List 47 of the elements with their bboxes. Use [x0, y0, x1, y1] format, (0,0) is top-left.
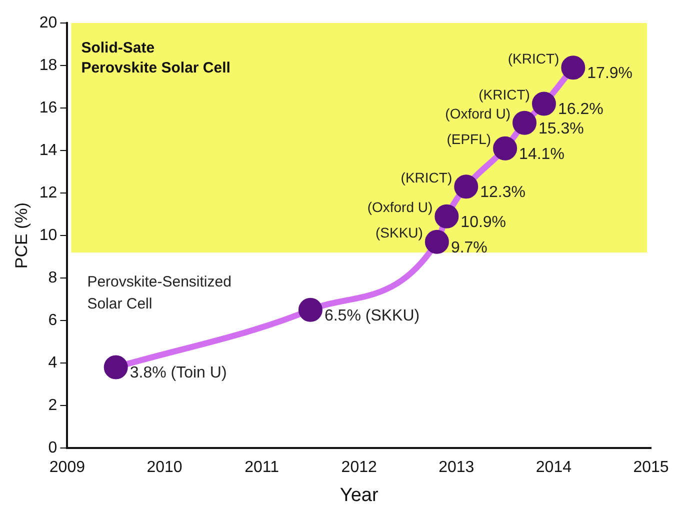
y-tick-label: 0 [48, 439, 58, 456]
y-tick-label: 16 [39, 99, 58, 116]
y-tick-label: 10 [39, 226, 58, 244]
y-tick-label: 14 [39, 142, 58, 159]
point [454, 174, 478, 199]
x-tick-label: 2014 [536, 459, 572, 476]
data-label: 3.8% (Toin U) [130, 364, 227, 382]
x-tick-label: 2011 [244, 459, 280, 476]
data-label: 14.1% [519, 146, 564, 163]
band-label: Solid-Sate Perovskite Solar Cell [81, 40, 230, 77]
data-label: 17.9% [587, 65, 633, 82]
y-tick-label: 20 [39, 14, 58, 32]
data-label: 12.3% [480, 184, 526, 202]
annotation: (Oxford U) [367, 199, 433, 216]
annotation: (EPFL) [446, 131, 492, 148]
annotation: (SKKU) [375, 224, 423, 241]
x-tick-label: 2009 [49, 459, 86, 476]
data-label: 15.3% [538, 120, 584, 138]
x-tick-label: 2010 [146, 459, 182, 476]
point [512, 110, 537, 135]
point [424, 230, 449, 254]
x-axis-title: Year [340, 484, 379, 506]
y-tick-label: 18 [39, 56, 58, 74]
x-tick-label: 2015 [633, 459, 669, 476]
y-tick-label: 8 [48, 269, 58, 286]
data-label: 16.2% [558, 101, 604, 118]
x-tick-label: 2013 [438, 459, 474, 476]
point [561, 56, 586, 80]
y-tick-label: 12 [39, 184, 58, 202]
point [532, 92, 556, 116]
y-tick-label: 6 [48, 312, 58, 329]
point [104, 355, 128, 380]
y-axis-title: PCE (%) [12, 202, 31, 269]
x-tick-label: 2012 [341, 459, 377, 476]
annotation: (KRICT) [478, 86, 530, 103]
point [434, 204, 459, 228]
y-tick-label: 2 [48, 396, 58, 414]
annotation: (KRICT) [508, 50, 560, 66]
y-tick-label: 4 [48, 354, 58, 372]
annotation: (KRICT) [400, 169, 452, 186]
data-label: 9.7% [450, 239, 488, 256]
data-label: 10.9% [460, 214, 506, 231]
annotation: (Oxford U) [445, 106, 511, 122]
point [298, 298, 322, 322]
annotation: Perovskite-Sensitized Solar Cell [87, 273, 232, 312]
data-label: 6.5% (SKKU) [324, 307, 420, 324]
point [493, 136, 518, 160]
